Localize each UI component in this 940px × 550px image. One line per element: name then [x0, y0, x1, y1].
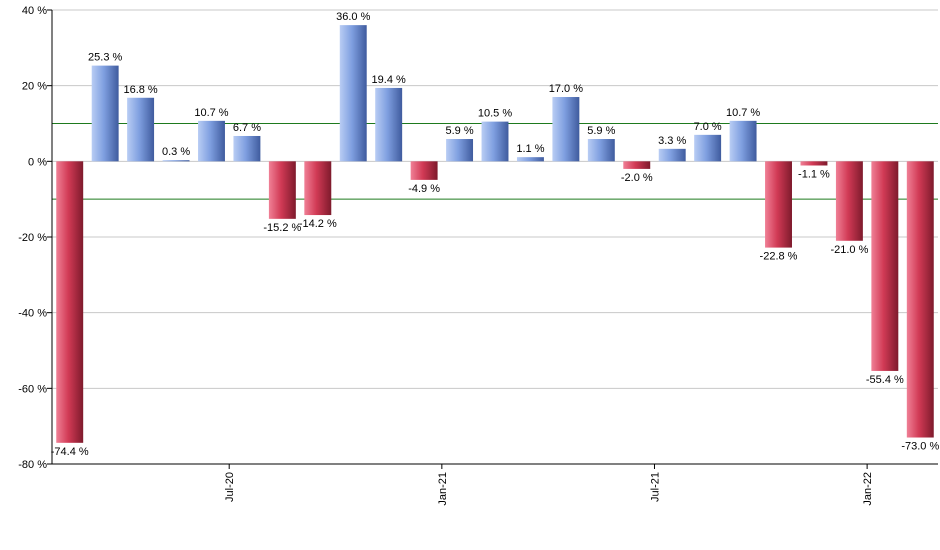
- data-label: 6.7 %: [233, 122, 261, 134]
- x-tick-label: Jan-21: [437, 472, 449, 506]
- data-label: 5.9 %: [587, 125, 615, 137]
- data-label: 0.3 %: [162, 146, 190, 158]
- y-tick-label: -20 %: [18, 232, 47, 244]
- y-tick-label: -40 %: [18, 308, 47, 320]
- bar: [835, 161, 863, 241]
- data-label: -74.4 %: [51, 446, 89, 458]
- data-label: -14.2 %: [299, 218, 337, 230]
- bar: [552, 97, 580, 162]
- data-label: -2.0 %: [621, 172, 653, 184]
- bar: [304, 161, 332, 216]
- data-label: 25.3 %: [88, 52, 122, 64]
- bars: [56, 25, 934, 443]
- bar: [268, 161, 296, 219]
- axes: 40 % 20 % 0 % -20 % -40 % -60 % -80 % Jul-20 Jan…: [18, 5, 938, 506]
- y-tick-label: 20 %: [22, 81, 47, 93]
- data-label: 16.8 %: [123, 84, 157, 96]
- data-label: 7.0 %: [694, 121, 722, 133]
- x-tick-label: Jan-22: [862, 472, 874, 506]
- bar: [623, 161, 651, 169]
- bar: [162, 160, 190, 162]
- gridlines: [52, 9, 938, 465]
- data-label: 1.1 %: [516, 143, 544, 155]
- bar: [198, 120, 225, 162]
- y-tick-label: 0 %: [28, 156, 47, 168]
- data-label: -73.0 %: [901, 441, 939, 453]
- data-label: 36.0 %: [336, 11, 370, 23]
- bar: [729, 120, 757, 162]
- data-label: -22.8 %: [760, 251, 798, 263]
- bar: [446, 139, 474, 162]
- bar: [339, 25, 367, 162]
- bar: [375, 87, 403, 162]
- data-label: -21.0 %: [830, 244, 868, 256]
- bar: [694, 134, 722, 162]
- data-label: 10.7 %: [726, 107, 760, 119]
- bar: [516, 157, 544, 162]
- bar: [127, 97, 155, 162]
- x-tick-label: Jul-20: [224, 472, 236, 502]
- bar: [765, 161, 792, 248]
- bar: [233, 135, 261, 162]
- data-label: 19.4 %: [372, 74, 406, 86]
- bar: [410, 161, 438, 180]
- data-label: 5.9 %: [445, 125, 473, 137]
- y-tick-label: -80 %: [18, 459, 47, 471]
- data-label: 10.5 %: [478, 108, 512, 120]
- bar: [91, 65, 119, 162]
- data-labels: -74.4 % 25.3 % 16.8 % 0.3 % 10.7 % 6.7 % -15.2…: [51, 11, 940, 458]
- bar: [56, 161, 84, 443]
- x-tick-label: Jul-21: [649, 472, 661, 502]
- bar: [906, 161, 934, 438]
- data-label: -4.9 %: [408, 183, 440, 195]
- y-tick-label: -60 %: [18, 383, 47, 395]
- bar: [587, 139, 615, 162]
- data-label: 17.0 %: [549, 83, 583, 95]
- bar: [800, 161, 828, 166]
- bar: [871, 161, 899, 371]
- bar: [658, 148, 686, 162]
- bar: [481, 121, 509, 162]
- data-label: -15.2 %: [263, 222, 301, 234]
- data-label: 3.3 %: [658, 135, 686, 147]
- data-label: -1.1 %: [798, 168, 830, 180]
- data-label: -55.4 %: [866, 374, 904, 386]
- y-tick-label: 40 %: [22, 5, 47, 17]
- data-label: 10.7 %: [194, 107, 228, 119]
